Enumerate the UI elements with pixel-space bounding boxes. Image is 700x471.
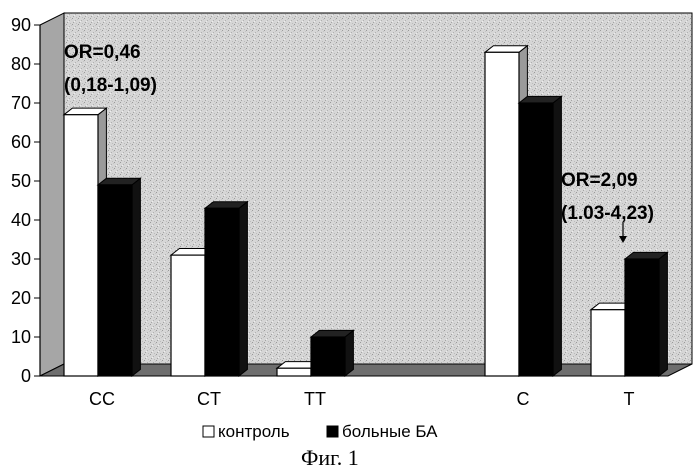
x-tick-label: C — [517, 389, 530, 409]
bar-front — [205, 208, 239, 376]
bar-front — [485, 52, 519, 376]
legend: контроль больные БА — [203, 422, 438, 441]
x-tick-label: T — [624, 389, 635, 409]
y-tick-label: 90 — [11, 15, 31, 35]
side-wall — [40, 13, 64, 376]
y-tick-label: 10 — [11, 327, 31, 347]
bar-side — [659, 252, 667, 376]
legend-swatch-control — [203, 426, 214, 437]
bar-patients-cc — [98, 178, 140, 376]
legend-label-control: контроль — [218, 422, 290, 441]
y-tick-label: 70 — [11, 93, 31, 113]
bar-patients-tt — [311, 330, 353, 376]
annotation-line: (1.03-4,23) — [561, 203, 654, 224]
bar-top — [485, 46, 527, 53]
x-tick-label: CT — [197, 389, 221, 409]
figure-caption: Фиг. 1 — [301, 445, 359, 470]
x-tick-label: TT — [304, 389, 326, 409]
y-tick-label: 60 — [11, 132, 31, 152]
bar-front — [591, 310, 625, 376]
bar-side — [132, 178, 140, 376]
annotation-line: (0,18-1,09) — [64, 75, 157, 96]
legend-swatch-patients — [327, 426, 338, 437]
bar-top — [64, 108, 106, 115]
y-tick-label: 30 — [11, 249, 31, 269]
y-tick-label: 80 — [11, 54, 31, 74]
bar-side — [239, 202, 247, 376]
bar-top — [625, 252, 667, 259]
annotation-line: OR=0,46 — [64, 42, 141, 63]
bar-front — [98, 185, 132, 376]
y-tick-label: 20 — [11, 288, 31, 308]
y-tick-label: 40 — [11, 210, 31, 230]
bar-patients-c — [519, 96, 561, 376]
bar-front — [311, 337, 345, 376]
bar-side — [345, 330, 353, 376]
x-tick-label: CC — [89, 389, 115, 409]
bar-front — [64, 115, 98, 376]
y-tick-label: 0 — [21, 366, 31, 386]
legend-label-patients: больные БА — [342, 422, 438, 441]
bar-front — [519, 103, 553, 376]
bar-patients-ct — [205, 202, 247, 376]
y-axis: 0 10 20 30 40 50 60 70 80 90 — [11, 15, 40, 386]
annotation-line: OR=2,09 — [561, 170, 638, 191]
x-axis: CCCTTTCT — [89, 389, 635, 409]
bar-front — [277, 368, 311, 376]
bar-front — [625, 259, 659, 376]
bar-patients-t — [625, 252, 667, 376]
y-tick-label: 50 — [11, 171, 31, 191]
bar-side — [553, 96, 561, 376]
bar-front — [171, 255, 205, 376]
bar-top — [98, 178, 140, 185]
bar-top — [205, 202, 247, 209]
bar-top — [519, 96, 561, 103]
bar-top — [311, 330, 353, 337]
